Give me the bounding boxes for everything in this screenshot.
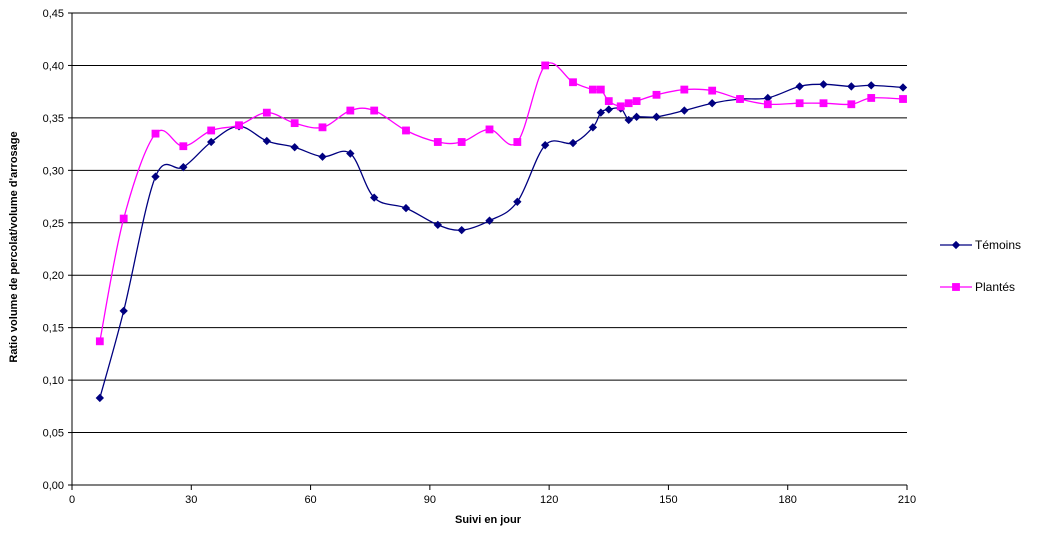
data-point-temoins bbox=[680, 106, 689, 115]
data-point-plantes bbox=[795, 99, 804, 108]
series-line-temoins bbox=[99, 83, 904, 399]
data-point-plantes bbox=[485, 125, 494, 134]
y-tick-label: 0,25 bbox=[43, 218, 64, 230]
data-point-temoins bbox=[867, 81, 876, 90]
data-point-plantes bbox=[402, 126, 410, 135]
data-point-plantes bbox=[736, 95, 744, 103]
data-point-plantes bbox=[370, 106, 379, 115]
data-point-plantes bbox=[867, 94, 876, 102]
y-tick-label: 0,45 bbox=[43, 8, 64, 20]
data-point-temoins bbox=[457, 225, 466, 235]
y-axis-title: Ratio volume de percolat/volume d'arrosa… bbox=[8, 131, 20, 362]
data-point-temoins bbox=[604, 105, 613, 114]
data-point-plantes bbox=[819, 99, 828, 108]
x-tick-label: 0 bbox=[69, 494, 75, 506]
data-point-plantes bbox=[632, 97, 641, 106]
legend-label-plantes: Plantés bbox=[975, 280, 1015, 294]
data-point-temoins bbox=[632, 112, 641, 122]
data-point-temoins bbox=[485, 216, 494, 225]
data-point-plantes bbox=[179, 142, 188, 151]
legend-item-plantes: Plantés bbox=[940, 280, 1015, 294]
data-point-temoins bbox=[290, 143, 299, 152]
x-tick-label: 180 bbox=[779, 494, 797, 506]
data-point-temoins bbox=[433, 220, 442, 230]
data-point-plantes bbox=[95, 337, 104, 346]
data-point-plantes bbox=[624, 99, 633, 108]
data-point-temoins bbox=[541, 140, 550, 150]
data-point-temoins bbox=[318, 152, 327, 161]
data-point-plantes bbox=[616, 102, 625, 111]
data-point-temoins bbox=[596, 108, 605, 117]
data-point-plantes bbox=[207, 126, 216, 135]
data-point-plantes bbox=[680, 85, 689, 94]
y-tick-label: 0,05 bbox=[43, 428, 64, 440]
y-tick-label: 0,00 bbox=[43, 480, 64, 492]
data-point-temoins bbox=[819, 80, 828, 89]
data-point-plantes bbox=[235, 121, 243, 130]
data-point-plantes bbox=[318, 123, 327, 132]
y-tick-label: 0,10 bbox=[43, 375, 64, 387]
data-point-temoins bbox=[588, 123, 598, 132]
legend: Témoins Plantés bbox=[940, 238, 1021, 294]
data-point-plantes bbox=[569, 78, 577, 87]
legend-label-temoins: Témoins bbox=[975, 238, 1021, 252]
data-point-plantes bbox=[604, 97, 613, 106]
data-point-plantes bbox=[596, 85, 605, 94]
data-point-temoins bbox=[370, 193, 379, 202]
data-point-temoins bbox=[795, 82, 804, 91]
x-tick-label: 210 bbox=[898, 494, 916, 506]
data-point-plantes bbox=[513, 138, 522, 146]
data-point-temoins bbox=[847, 82, 856, 91]
data-point-temoins bbox=[346, 149, 355, 158]
x-axis-title: Suivi en jour bbox=[455, 514, 522, 526]
series-plantes bbox=[95, 61, 907, 346]
data-point-temoins bbox=[207, 137, 216, 147]
data-point-temoins bbox=[262, 136, 271, 146]
x-tick-label: 120 bbox=[540, 494, 558, 506]
data-point-plantes bbox=[262, 108, 271, 117]
data-point-temoins bbox=[568, 138, 578, 148]
data-point-plantes bbox=[588, 85, 597, 94]
data-point-plantes bbox=[708, 86, 717, 95]
data-point-plantes bbox=[652, 90, 661, 99]
y-tick-label: 0,20 bbox=[43, 270, 64, 282]
data-point-plantes bbox=[290, 119, 299, 128]
data-point-temoins bbox=[898, 83, 908, 92]
data-point-temoins bbox=[151, 172, 160, 181]
data-point-plantes bbox=[151, 129, 160, 138]
data-point-plantes bbox=[899, 95, 907, 103]
data-point-temoins bbox=[708, 99, 717, 108]
data-point-temoins bbox=[95, 393, 104, 403]
data-point-plantes bbox=[847, 100, 856, 109]
data-point-temoins bbox=[179, 163, 188, 172]
data-point-temoins bbox=[624, 115, 633, 125]
y-tick-label: 0,30 bbox=[43, 165, 64, 177]
data-point-plantes bbox=[346, 106, 355, 115]
data-point-plantes bbox=[433, 138, 442, 146]
series-area bbox=[95, 61, 908, 403]
data-point-temoins bbox=[513, 197, 522, 206]
data-point-plantes bbox=[763, 100, 772, 109]
y-tick-label: 0,15 bbox=[43, 323, 64, 335]
series-line-plantes bbox=[99, 62, 904, 342]
axes: 0,00 0,05 0,10 0,15 0,20 0,25 0,30 0,35 0,40 0,45… bbox=[43, 8, 917, 506]
legend-marker-temoins bbox=[951, 240, 961, 250]
legend-marker-plantes bbox=[952, 283, 960, 291]
x-tick-label: 30 bbox=[185, 494, 197, 506]
y-tick-label: 0,35 bbox=[43, 113, 64, 125]
legend-item-temoins: Témoins bbox=[940, 238, 1021, 252]
data-point-plantes bbox=[119, 214, 128, 223]
data-point-temoins bbox=[652, 112, 661, 122]
data-point-temoins bbox=[119, 306, 128, 316]
x-tick-label: 60 bbox=[304, 494, 316, 506]
x-tick-label: 90 bbox=[424, 494, 436, 506]
data-point-plantes bbox=[541, 61, 550, 70]
data-point-temoins bbox=[401, 203, 411, 213]
y-tick-label: 0,40 bbox=[43, 60, 64, 72]
x-tick-label: 150 bbox=[659, 494, 677, 506]
data-point-plantes bbox=[457, 138, 466, 146]
